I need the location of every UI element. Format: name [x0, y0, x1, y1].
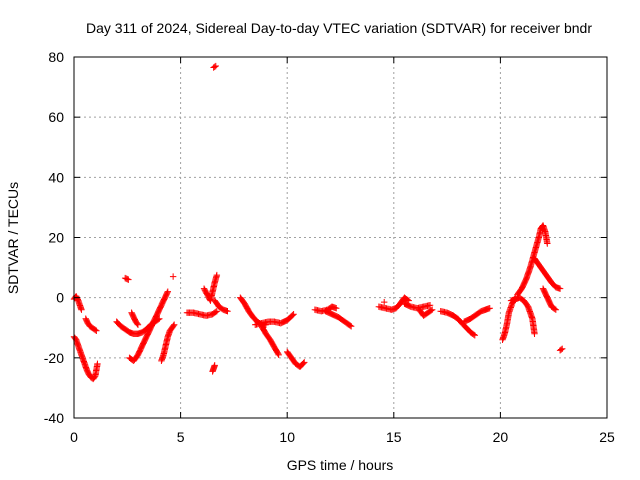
data-point: [212, 308, 219, 316]
series-arc30: [531, 255, 564, 292]
series-arc08: [158, 321, 178, 365]
series-arc18: [284, 348, 308, 371]
data-point: [544, 240, 551, 247]
data-point: [94, 360, 101, 368]
data-point: [470, 331, 477, 338]
data-point: [224, 308, 231, 315]
data-point: [557, 346, 565, 353]
series-arc13: [209, 362, 218, 375]
series-arc28: [507, 294, 538, 337]
series-arc21: [375, 294, 412, 313]
chart-title: Day 311 of 2024, Sidereal Day-to-day VTE…: [86, 20, 592, 36]
data-point: [290, 311, 297, 318]
data-point: [213, 308, 221, 315]
series-arc09: [169, 273, 177, 280]
data-point: [333, 304, 340, 312]
series-arc29: [514, 222, 551, 298]
series-arc10: [183, 308, 221, 319]
x-tick-label: 20: [493, 429, 509, 445]
data-point: [289, 311, 296, 319]
y-tick-label: 20: [48, 230, 64, 246]
data-point: [301, 359, 308, 366]
data-points: [70, 62, 566, 383]
data-point: [124, 275, 131, 283]
data-point: [381, 298, 388, 306]
data-point: [551, 305, 558, 313]
series-arc12: [211, 297, 231, 315]
series-arc11: [200, 271, 221, 304]
x-tick-label: 5: [177, 429, 185, 445]
data-point: [275, 351, 282, 359]
y-tick-label: -40: [44, 410, 64, 426]
data-point: [211, 63, 218, 70]
data-point: [428, 306, 436, 313]
data-point: [93, 327, 100, 334]
series-arc31: [539, 285, 560, 313]
grid: [74, 57, 607, 418]
series-arc14: [210, 62, 219, 71]
data-point: [427, 307, 435, 314]
y-tick-label: 40: [48, 169, 64, 185]
x-tick-label: 10: [279, 429, 295, 445]
series-arc06: [126, 288, 172, 365]
y-tick-label: 60: [48, 109, 64, 125]
data-point: [170, 322, 177, 329]
data-point: [274, 350, 282, 357]
y-axis-title: SDTVAR / TECUs: [5, 182, 21, 294]
data-point: [556, 285, 564, 292]
x-tick-label: 25: [599, 429, 615, 445]
data-point: [213, 271, 221, 279]
data-point: [531, 330, 538, 337]
data-point: [92, 326, 99, 334]
y-tick-label: 0: [56, 290, 64, 306]
data-point: [486, 304, 493, 312]
series-arc32: [556, 345, 566, 354]
x-axis-title: GPS time / hours: [287, 457, 394, 473]
series-arc17: [258, 323, 282, 359]
series-arc04: [121, 274, 132, 283]
data-point: [125, 276, 132, 283]
series-arc01: [70, 292, 85, 313]
y-tick-label: 80: [48, 49, 64, 65]
data-point: [552, 306, 560, 313]
data-point: [346, 322, 354, 329]
y-tick-label: -20: [44, 350, 64, 366]
data-point: [169, 273, 177, 280]
axis-ticks: 0 5 10 15 20 25 -40 -20 0 20 40 60 80: [44, 49, 615, 445]
series-arc22: [381, 298, 388, 306]
data-point: [347, 323, 355, 330]
series-arc07: [128, 309, 142, 328]
data-point: [300, 360, 307, 367]
series-arc26: [460, 304, 493, 325]
data-point: [134, 320, 141, 327]
x-tick-label: 0: [70, 429, 78, 445]
data-point: [164, 288, 172, 295]
series-arc23: [401, 300, 434, 312]
series-arc03: [82, 315, 100, 334]
data-point: [164, 289, 171, 296]
data-point: [426, 301, 434, 309]
data-point: [559, 345, 566, 353]
data-point: [471, 332, 479, 339]
series-arc20: [322, 308, 355, 330]
data-point: [211, 362, 218, 369]
data-point: [212, 62, 219, 70]
series-arc24: [416, 306, 436, 319]
series-arc25: [437, 308, 479, 339]
data-point: [78, 306, 85, 313]
data-point: [134, 321, 142, 328]
data-point: [171, 321, 178, 328]
x-tick-label: 15: [386, 429, 402, 445]
